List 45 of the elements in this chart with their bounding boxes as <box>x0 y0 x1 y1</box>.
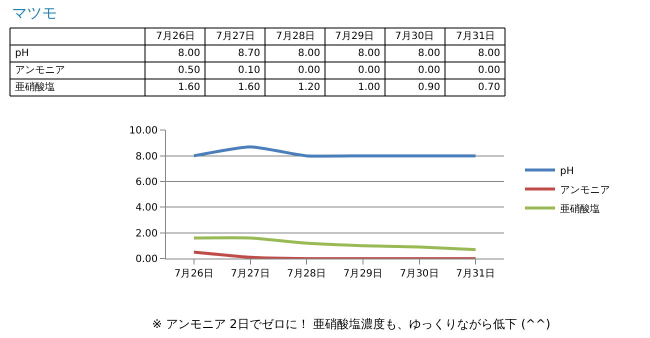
x-tick-label: 7月31日 <box>456 268 496 280</box>
data-label: 0.00 <box>478 65 500 76</box>
text: pH <box>15 48 29 59</box>
text: マツモ <box>12 4 57 22</box>
data-label: 1.60 <box>178 82 200 93</box>
y-tick-label: 2.00 <box>135 228 158 240</box>
legend-label: pH <box>560 166 574 177</box>
category-label: 7月31日 <box>456 31 496 42</box>
y-tick-label: 0.00 <box>135 254 158 266</box>
data-label: 0.50 <box>178 65 200 76</box>
text: 亜硝酸塩 <box>15 82 55 93</box>
x-tick-label: 7月28日 <box>287 268 326 280</box>
category-label: 7月28日 <box>276 31 316 42</box>
text: ※ アンモニア 2日でゼロに！ 亜硝酸塩濃度も、ゆっくりながら低下 (^^) <box>152 317 550 331</box>
data-label: 8.00 <box>418 48 440 59</box>
data-label: 0.00 <box>358 65 380 76</box>
data-label: 8.00 <box>358 48 380 59</box>
data-label: 8.00 <box>178 48 200 59</box>
data-label: 0.00 <box>298 65 320 76</box>
legend-label: 亜硝酸塩 <box>560 202 600 215</box>
category-label: 7月27日 <box>216 31 256 42</box>
data-label: 0.10 <box>238 65 260 76</box>
category-label: 7月29日 <box>335 31 374 42</box>
data-label: 1.60 <box>238 82 260 93</box>
data-label: 8.70 <box>238 48 260 59</box>
line-series <box>192 236 478 252</box>
x-tick-label: 7月29日 <box>343 268 382 280</box>
legend-label: アンモニア <box>560 184 610 196</box>
text: アンモニア <box>15 65 65 76</box>
y-tick-label: 4.00 <box>135 202 158 214</box>
category-label: 7月26日 <box>156 31 196 42</box>
data-label: 8.00 <box>478 48 500 59</box>
data-label: 1.20 <box>298 82 320 93</box>
data-label: 0.90 <box>418 82 440 93</box>
data-label: 1.00 <box>358 82 380 93</box>
category-label: 7月30日 <box>395 31 434 42</box>
x-tick-label: 7月27日 <box>230 268 270 280</box>
data-label: 0.00 <box>418 65 440 76</box>
x-tick-label: 7月26日 <box>174 268 214 280</box>
x-tick-label: 7月30日 <box>400 268 439 280</box>
data-label: 8.00 <box>298 48 320 59</box>
y-tick-label: 10.00 <box>129 126 158 137</box>
y-tick-label: 8.00 <box>135 151 158 162</box>
data-label: 0.70 <box>478 82 500 93</box>
y-tick-label: 6.00 <box>135 177 158 188</box>
